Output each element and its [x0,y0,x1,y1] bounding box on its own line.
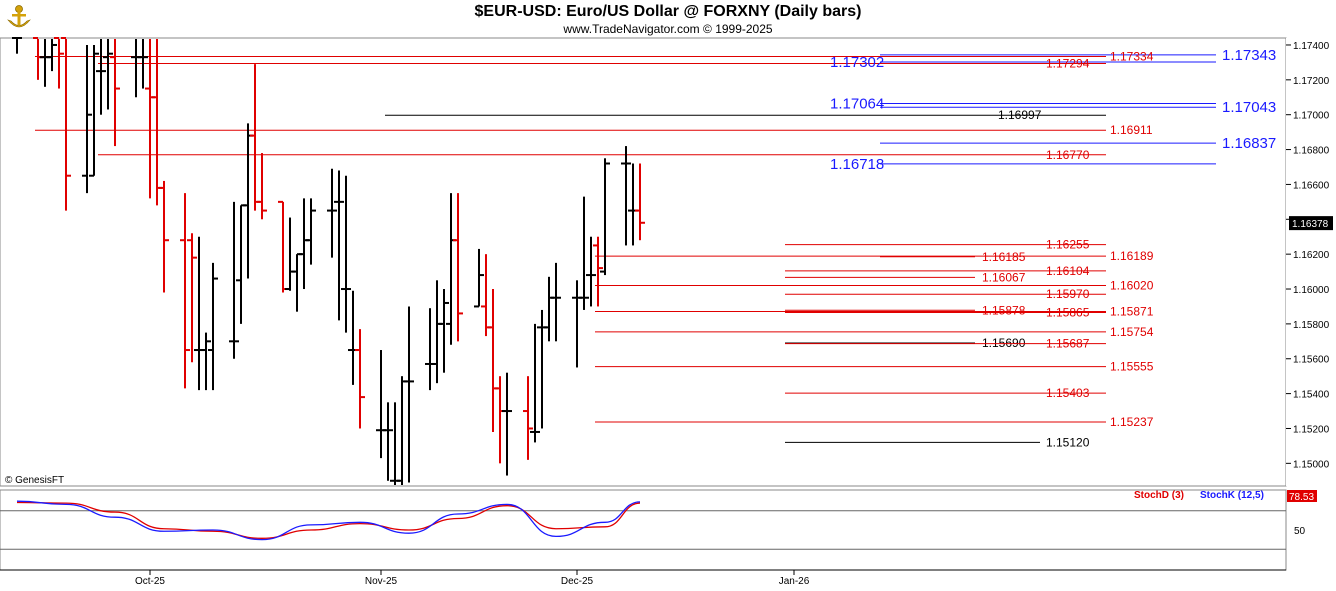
price-tick-label: 1.15800 [1293,320,1330,331]
ohlc-bar[interactable] [201,332,211,391]
level-label-1-15687: 1.15687 [1046,337,1090,351]
level-label-1-17343: 1.17343 [1222,47,1276,64]
chart-title: $EUR-USD: Euro/US Dollar @ FORXNY (Daily… [474,3,862,20]
ohlc-bar[interactable] [187,233,197,363]
ohlc-bar[interactable] [82,44,92,194]
level-label-1-17294: 1.17294 [1046,56,1090,70]
ohlc-bar[interactable] [383,402,393,481]
level-label-1-15865: 1.15865 [1046,306,1090,320]
price-tick-label: 1.16800 [1293,146,1330,157]
ohlc-bar[interactable] [180,193,190,389]
level-label-1-16911: 1.16911 [1110,123,1153,137]
level-label-1-16104: 1.16104 [1046,264,1090,278]
level-label-1-15403: 1.15403 [1046,386,1090,400]
ohlc-bar[interactable] [334,170,344,321]
ohlc-bar[interactable] [341,175,351,333]
ohlc-bar[interactable] [96,39,106,115]
ohlc-bar[interactable] [474,248,484,308]
ohlc-bar[interactable] [621,146,631,246]
ohlc-bar[interactable] [54,37,64,89]
ohlc-bar[interactable] [453,193,463,342]
level-label-1-17302: 1.17302 [830,54,884,71]
ohlc-bar[interactable] [89,44,99,177]
level-label-1-15878: 1.15878 [982,303,1026,317]
price-tick-label: 1.16200 [1293,250,1330,261]
price-axis [1286,38,1336,486]
last-price-label: 1.16378 [1292,219,1329,230]
chart-subtitle: www.TradeNavigator.com © 1999-2025 [563,22,773,36]
price-tick-label: 1.17400 [1293,41,1330,52]
level-label-1-17043: 1.17043 [1222,99,1276,116]
ohlc-bar[interactable] [551,262,561,342]
level-label-1-17334: 1.17334 [1110,49,1154,63]
ohlc-bar[interactable] [12,37,22,54]
level-label-1-15871: 1.15871 [1110,305,1154,319]
ohlc-bar[interactable] [530,323,540,443]
level-label-1-16185: 1.16185 [982,250,1026,264]
price-tick-label: 1.16600 [1293,180,1330,191]
ohlc-bar[interactable] [138,39,148,89]
price-tick-label: 1.17000 [1293,111,1330,122]
ohlc-bar[interactable] [439,289,449,373]
level-label-1-15690: 1.15690 [982,336,1026,350]
price-tick-label: 1.15400 [1293,390,1330,401]
ohlc-bar[interactable] [257,153,267,220]
x-tick-label: Jan-26 [779,576,810,587]
price-tick-label: 1.15000 [1293,459,1330,470]
ohlc-bar[interactable] [593,236,603,307]
level-label-1-16997: 1.16997 [998,108,1042,122]
ohlc-bar[interactable] [586,236,596,307]
level-label-1-15237: 1.15237 [1110,415,1154,429]
ohlc-bar[interactable] [579,196,589,310]
x-tick-label: Nov-25 [365,576,398,587]
ohlc-bar[interactable] [110,39,120,147]
ohlc-bar[interactable] [327,168,337,258]
ohlc-bar[interactable] [600,158,610,276]
ohlc-bar[interactable] [635,163,645,241]
level-label-1-17064: 1.17064 [830,96,884,113]
x-tick-label: Oct-25 [135,576,165,587]
level-label-1-15120: 1.15120 [1046,435,1090,449]
ohlc-bar[interactable] [229,201,239,359]
level-label-1-16770: 1.16770 [1046,148,1090,162]
level-label-1-16067: 1.16067 [982,270,1026,284]
ohlc-bar[interactable] [502,372,512,476]
stoch-tick-label: 50 [1294,526,1306,537]
genesis-anchor-logo-icon[interactable] [4,2,34,32]
stoch-last-box [1287,490,1317,502]
stochd-line [16,501,641,539]
level-label-1-15970: 1.15970 [1046,287,1090,301]
stochk-legend: StochK (12,5) [1200,490,1264,501]
ohlc-bar[interactable] [404,306,414,483]
level-label-1-16020: 1.16020 [1110,279,1154,293]
x-tick-label: Dec-25 [561,576,594,587]
stochd-legend: StochD (3) [1134,490,1184,501]
genesis-watermark: © GenesisFT [5,475,64,486]
ohlc-bar[interactable] [61,37,71,211]
ohlc-bar[interactable] [355,329,365,429]
price-tick-label: 1.15600 [1293,355,1330,366]
stochk-line [16,500,641,541]
level-label-1-16189: 1.16189 [1110,249,1154,263]
level-label-1-16718: 1.16718 [830,156,884,173]
ohlc-bar[interactable] [47,39,57,72]
level-label-1-15754: 1.15754 [1110,325,1154,339]
stoch-last-label: 78.53 [1289,492,1314,503]
ohlc-bar[interactable] [208,262,218,391]
price-tick-label: 1.17200 [1293,76,1330,87]
chart-header: $EUR-USD: Euro/US Dollar @ FORXNY (Daily… [0,0,1336,38]
price-plot-area[interactable] [0,37,1287,487]
last-price-box [1289,216,1333,231]
level-label-1-15555: 1.15555 [1110,360,1154,374]
ohlc-bar[interactable] [159,180,169,293]
price-tick-label: 1.15200 [1293,424,1330,435]
level-label-1-16255: 1.16255 [1046,238,1090,252]
ohlc-bar[interactable] [523,376,533,460]
level-label-1-16837: 1.16837 [1222,135,1276,152]
ohlc-bar[interactable] [306,198,316,265]
price-tick-label: 1.16000 [1293,285,1330,296]
ohlc-bar[interactable] [103,39,113,110]
